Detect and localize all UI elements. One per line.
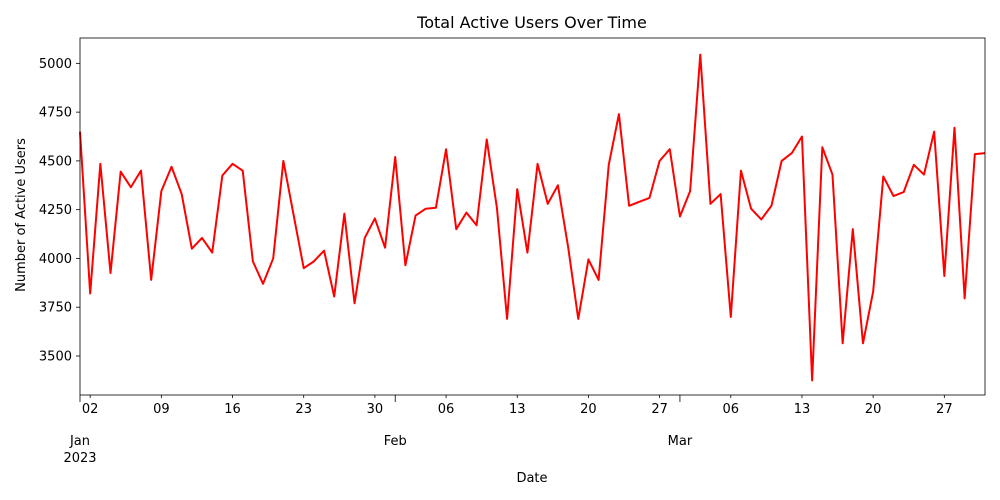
plot-frame: [79, 37, 986, 396]
y-tick-label: 4750: [39, 106, 72, 121]
x-major-tick-label: Feb: [384, 434, 407, 449]
x-minor-tick-label: 20: [865, 402, 882, 417]
chart-title: Total Active Users Over Time: [416, 13, 647, 32]
x-minor-tick-label: 09: [153, 402, 170, 417]
y-tick-label: 4500: [39, 154, 72, 169]
x-minor-tick-label: 06: [438, 402, 455, 417]
plot-area: [79, 37, 986, 396]
x-minor-tick-label: 13: [509, 402, 526, 417]
y-tick-label: 3750: [39, 301, 72, 316]
x-axis: 02 09 16 23 30 06 13 20 27 06 13 20 27 Jan 2023 Feb Mar: [63, 395, 953, 466]
y-tick-label: 5000: [39, 57, 72, 72]
x-minor-tick-label: 27: [651, 402, 668, 417]
x-minor-tick-label: 20: [580, 402, 597, 417]
x-minor-tick-label: 06: [723, 402, 740, 417]
x-major-tick-label: Mar: [668, 434, 693, 449]
x-minor-tick-label: 13: [794, 402, 811, 417]
series-line-0: [79, 53, 986, 382]
x-axis-title: Date: [516, 471, 547, 486]
y-tick-label: 3500: [39, 349, 72, 364]
x-minor-tick-label: 27: [936, 402, 953, 417]
y-tick-label: 4250: [39, 203, 72, 218]
x-minor-tick-label: 30: [367, 402, 384, 417]
y-axis-title: Number of Active Users: [14, 138, 29, 292]
x-major-tick-sublabel: 2023: [63, 451, 96, 466]
x-minor-tick-label: 23: [295, 402, 312, 417]
x-minor-tick-label: 02: [82, 402, 99, 417]
x-major-tick-label: Jan: [69, 434, 90, 449]
x-minor-tick-label: 16: [224, 402, 241, 417]
y-axis: 3500 3750 4000 4250 4500 4750 5000: [39, 57, 80, 364]
y-tick-label: 4000: [39, 252, 72, 267]
